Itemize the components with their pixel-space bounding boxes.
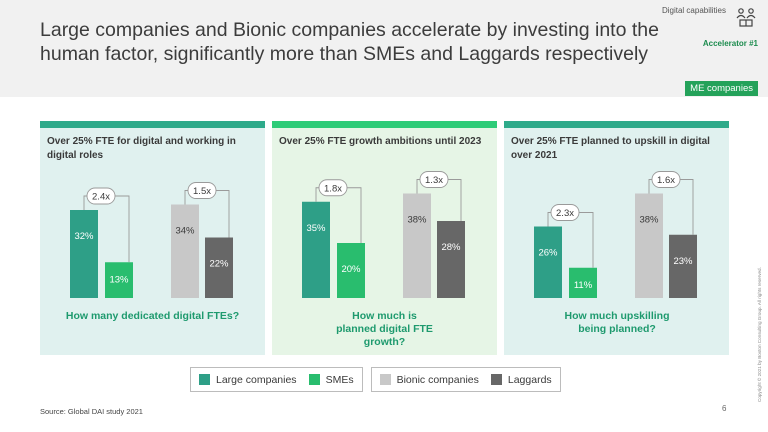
bar-4 xyxy=(205,237,233,298)
legend-item-bionic: Bionic companies xyxy=(379,373,479,386)
bar-4 xyxy=(669,234,697,298)
bar-2 xyxy=(337,243,365,298)
chart-panel-3: Over 25% FTE planned to upskill in digit… xyxy=(504,121,729,355)
value-label: 38% xyxy=(639,215,659,226)
segment-tag: ME companies xyxy=(685,81,758,96)
multiplier-bubble xyxy=(318,179,348,197)
multiplier-bubble xyxy=(187,182,217,199)
legend-group-size: Large companies SMEs xyxy=(190,367,363,392)
legend-item-sme: SMEs xyxy=(308,373,354,386)
multiplier-label: 1.8x xyxy=(324,183,342,194)
panel-title: Over 25% FTE planned to upskill in digit… xyxy=(511,136,710,161)
multiplier-label: 1.6x xyxy=(657,175,675,186)
value-label: 22% xyxy=(209,259,229,270)
value-label: 11% xyxy=(574,280,593,291)
legend-label: Laggards xyxy=(507,373,552,386)
bar-1 xyxy=(70,210,98,298)
bar-1 xyxy=(302,201,330,298)
value-label: 35% xyxy=(306,223,326,234)
multiplier-bubble xyxy=(86,187,116,205)
legend-swatch xyxy=(308,374,320,385)
multiplier-label: 1.3x xyxy=(425,175,443,186)
value-label: 32% xyxy=(74,231,94,242)
bar-2 xyxy=(569,267,597,298)
multiplier-bubble xyxy=(550,204,580,221)
panel-question: How many dedicated digital FTEs? xyxy=(65,310,240,322)
header: Large companies and Bionic companies acc… xyxy=(0,0,768,97)
multiplier-bubble xyxy=(419,171,449,188)
bar-4 xyxy=(437,221,465,298)
value-label: 28% xyxy=(441,242,461,253)
chart-panel-2: Over 25% FTE growth ambitions until 2023… xyxy=(272,121,497,355)
multiplier-label: 2.4x xyxy=(92,192,110,203)
bar-1 xyxy=(534,226,562,298)
bar-3 xyxy=(403,193,431,298)
legend-label: Large companies xyxy=(216,373,297,386)
panel-accent-bar xyxy=(504,121,729,128)
legend: Large companies SMEs Bionic companies La… xyxy=(190,367,561,392)
value-label: 23% xyxy=(673,256,693,267)
panel-accent-bar xyxy=(40,121,265,128)
page-title: Large companies and Bionic companies acc… xyxy=(40,19,659,65)
legend-item-laggards: Laggards xyxy=(490,373,552,386)
source-note: Source: Global DAI study 2021 xyxy=(40,407,143,416)
panel-question: How much is planned digital FTE growth? xyxy=(336,310,433,348)
copyright-note: Copyright © 2021 by Boston Consulting Gr… xyxy=(757,267,762,402)
bar-chart: 26% 11% 38% 23% 2.3x 1.6x xyxy=(534,171,697,298)
value-label: 13% xyxy=(109,274,129,285)
legend-swatch xyxy=(379,374,391,385)
legend-swatch xyxy=(490,374,502,385)
legend-swatch xyxy=(199,374,210,385)
legend-item-large: Large companies xyxy=(199,374,297,386)
panel-title: Over 25% FTE growth ambitions until 2023 xyxy=(279,136,482,147)
multiplier-label: 1.5x xyxy=(193,186,211,197)
multiplier-bubble xyxy=(651,171,681,188)
legend-label: SMEs xyxy=(325,373,354,386)
bar-3 xyxy=(635,193,663,298)
bar-chart: 35% 20% 38% 28% 1.8x 1.3x xyxy=(302,171,465,298)
multiplier-label: 2.3x xyxy=(556,208,574,219)
chart-panel-1: Over 25% FTE for digital and working in … xyxy=(40,121,265,355)
value-label: 34% xyxy=(175,226,195,237)
bar-2 xyxy=(105,262,133,298)
legend-label: Bionic companies xyxy=(396,373,479,386)
people-network-icon xyxy=(736,8,756,27)
panel-question: How much upskilling being planned? xyxy=(564,310,670,335)
value-label: 38% xyxy=(407,215,427,226)
accelerator-label: Accelerator #1 xyxy=(702,39,758,48)
value-label: 20% xyxy=(341,264,361,275)
bar-chart: 32% 13% 34% 22% 2.4x 1.5x xyxy=(70,182,233,298)
bar-3 xyxy=(171,204,199,298)
page-number: 6 xyxy=(722,404,727,413)
panel-accent-bar xyxy=(272,121,497,128)
panel-title: Over 25% FTE for digital and working in … xyxy=(47,136,236,161)
section-label: Digital capabilities xyxy=(661,6,726,15)
legend-group-maturity: Bionic companies Laggards xyxy=(370,367,561,392)
value-label: 26% xyxy=(538,248,558,259)
